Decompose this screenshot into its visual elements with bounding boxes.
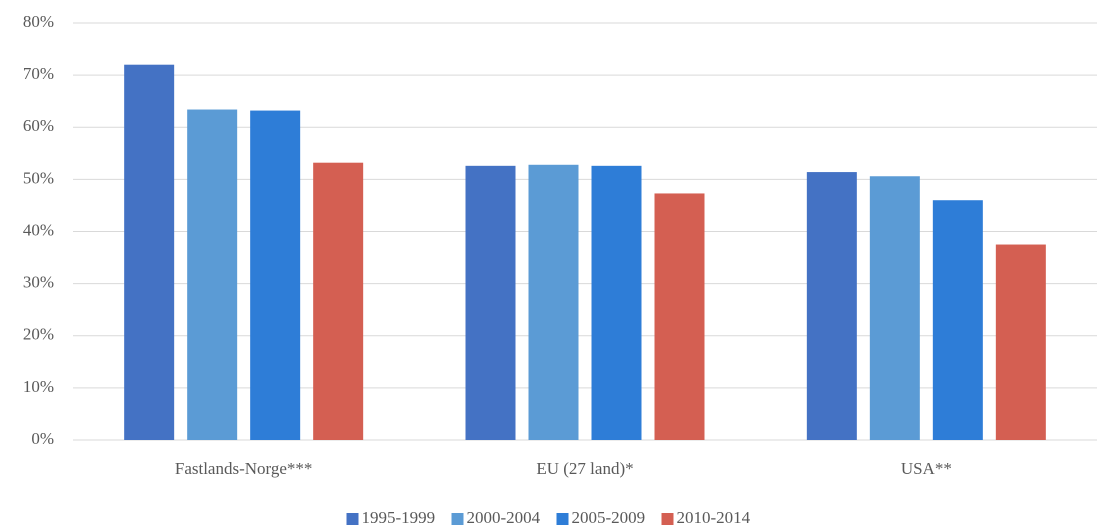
- legend-swatch: [556, 513, 569, 525]
- y-tick-label: 30%: [23, 273, 54, 292]
- legend-label: 2010-2014: [677, 508, 751, 527]
- y-tick-label: 0%: [31, 429, 54, 448]
- legend-swatch: [661, 513, 674, 525]
- bar: [465, 165, 516, 440]
- bar: [528, 164, 579, 440]
- bar: [187, 109, 238, 440]
- bar: [250, 110, 301, 440]
- legend-swatch: [451, 513, 464, 525]
- bar: [932, 200, 983, 440]
- bar: [654, 193, 705, 440]
- bar: [995, 244, 1046, 440]
- bar: [124, 64, 175, 440]
- legend-label: 1995-1999: [362, 508, 436, 527]
- x-tick-label: EU (27 land)*: [536, 459, 633, 478]
- y-tick-label: 60%: [23, 116, 54, 135]
- y-tick-label: 70%: [23, 64, 54, 83]
- bar: [591, 165, 642, 440]
- y-tick-label: 10%: [23, 377, 54, 396]
- legend-label: 2005-2009: [572, 508, 646, 527]
- x-tick-label: Fastlands-Norge***: [175, 459, 313, 478]
- y-tick-label: 40%: [23, 220, 54, 239]
- legend-label: 2000-2004: [467, 508, 541, 527]
- x-tick-label: USA**: [901, 459, 952, 478]
- y-tick-label: 20%: [23, 325, 54, 344]
- bar: [869, 176, 920, 440]
- y-tick-label: 50%: [23, 168, 54, 187]
- legend-swatch: [346, 513, 359, 525]
- bar: [806, 172, 857, 440]
- bar: [313, 162, 364, 440]
- y-tick-label: 80%: [23, 12, 54, 31]
